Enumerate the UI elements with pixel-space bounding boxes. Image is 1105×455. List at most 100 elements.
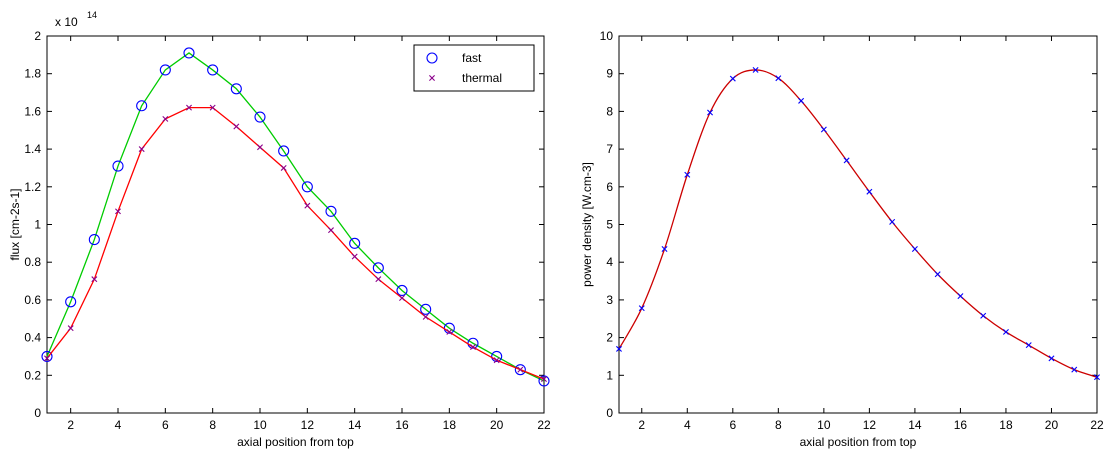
data-point-fast — [136, 100, 148, 112]
y-tick-label: 2 — [606, 331, 613, 345]
x-tick-label: 4 — [115, 418, 122, 432]
y-tick-label: 0.4 — [24, 331, 41, 345]
legend: fast thermal — [413, 44, 535, 92]
y-axis-label: power density [W.cm-3] — [580, 162, 594, 287]
x-tick-label: 12 — [301, 418, 315, 432]
data-point-fast — [207, 64, 219, 76]
y-tick-label: 4 — [606, 255, 613, 269]
y-tick-label: 0.6 — [24, 293, 41, 307]
x-tick-label: 14 — [908, 418, 922, 432]
y-tick-label: 1.2 — [24, 180, 41, 194]
x-tick-label: 6 — [729, 418, 736, 432]
data-point-series — [1094, 374, 1100, 381]
y-tick-label: 0 — [606, 406, 613, 420]
series-line-fast — [46, 52, 545, 382]
data-point-thermal — [375, 276, 382, 283]
flux-chart: 2 4 6 8 10 12 14 16 18 20 22 0 0.2 0.4 0.6 0.8 1 1.2 1.4 1.… — [8, 10, 551, 449]
data-point-series — [820, 126, 827, 133]
y-tick-label: 1.6 — [24, 104, 41, 118]
data-point-thermal — [470, 344, 476, 351]
data-point-series — [1071, 366, 1078, 373]
data-point-thermal — [257, 144, 263, 151]
x-tick-label: 4 — [684, 418, 691, 432]
x-tick-label: 10 — [253, 418, 267, 432]
plot-frame — [618, 35, 1098, 414]
data-point-thermal — [399, 295, 405, 302]
data-point-series — [775, 75, 782, 82]
data-point-fast — [183, 47, 195, 59]
x-axis-label: axial position from top — [237, 435, 354, 449]
data-point-thermal — [138, 146, 145, 153]
data-point-fast — [230, 83, 242, 95]
data-point-fast — [420, 303, 432, 315]
data-point-series — [889, 218, 896, 225]
data-point-thermal — [517, 366, 524, 373]
legend-box — [413, 44, 535, 92]
y-tick-label: 2 — [34, 29, 41, 43]
x-axis-label: axial position from top — [800, 435, 917, 449]
data-point-thermal — [422, 313, 429, 320]
data-point-series — [1048, 355, 1055, 362]
y-tick-label: 6 — [606, 180, 613, 194]
data-point-thermal — [115, 208, 121, 215]
data-point-fast — [159, 64, 171, 76]
data-point-series — [934, 271, 941, 278]
x-tick-label: 8 — [209, 418, 216, 432]
y-tick-label: 1 — [34, 218, 41, 232]
y-exponent-power: 14 — [87, 10, 97, 20]
y-tick-label: 1.4 — [24, 142, 41, 156]
data-point-fast — [301, 181, 313, 193]
data-point-thermal — [44, 355, 50, 362]
y-tick-label: 5 — [606, 218, 613, 232]
y-tick-label: 10 — [600, 29, 614, 43]
data-point-series — [707, 109, 714, 116]
series-line-series-0 — [618, 69, 1098, 378]
data-point-thermal — [446, 328, 453, 335]
data-point-series — [638, 305, 645, 312]
data-point-thermal — [280, 164, 287, 171]
data-point-thermal — [162, 115, 169, 122]
data-point-thermal — [304, 202, 311, 209]
x-tick-label: 12 — [863, 418, 877, 432]
data-point-thermal — [351, 253, 358, 260]
data-point-series — [980, 312, 987, 319]
legend-label-fast: fast — [462, 51, 482, 65]
data-point-series — [616, 345, 622, 352]
x-tick-label: 20 — [490, 418, 504, 432]
y-tick-label: 0.2 — [24, 368, 41, 382]
data-point-fast — [491, 350, 503, 363]
data-point-thermal — [67, 325, 74, 332]
x-tick-label: 8 — [775, 418, 782, 432]
series-line-thermal — [46, 106, 545, 380]
y-tick-label: 0 — [34, 406, 41, 420]
x-tick-label: 18 — [999, 418, 1013, 432]
data-point-thermal — [186, 104, 192, 111]
data-point-thermal — [493, 357, 500, 364]
x-tick-label: 6 — [162, 418, 169, 432]
y-exponent-label: x 10 — [55, 15, 78, 29]
x-tick-label: 22 — [537, 418, 551, 432]
x-tick-label: 16 — [395, 418, 409, 432]
data-point-series — [911, 246, 918, 252]
y-axis-label: flux [cm-2s-1] — [8, 188, 22, 260]
data-point-series — [1002, 328, 1009, 335]
data-point-thermal — [328, 227, 334, 234]
x-tick-label: 18 — [443, 418, 457, 432]
y-tick-label: 3 — [606, 293, 613, 307]
data-point-thermal — [91, 276, 98, 283]
data-point-fast — [325, 205, 337, 217]
data-point-fast — [65, 296, 77, 308]
x-tick-label: 10 — [817, 418, 831, 432]
legend-marker-thermal — [429, 75, 435, 81]
y-tick-label: 1.8 — [24, 67, 41, 81]
data-point-series — [661, 246, 668, 252]
data-point-series — [843, 157, 850, 164]
data-point-fast — [538, 375, 550, 387]
data-point-thermal — [233, 123, 240, 130]
legend-marker-fast — [426, 52, 438, 64]
data-point-fast — [514, 364, 526, 376]
data-point-series — [752, 66, 759, 73]
x-tick-label: 20 — [1045, 418, 1059, 432]
